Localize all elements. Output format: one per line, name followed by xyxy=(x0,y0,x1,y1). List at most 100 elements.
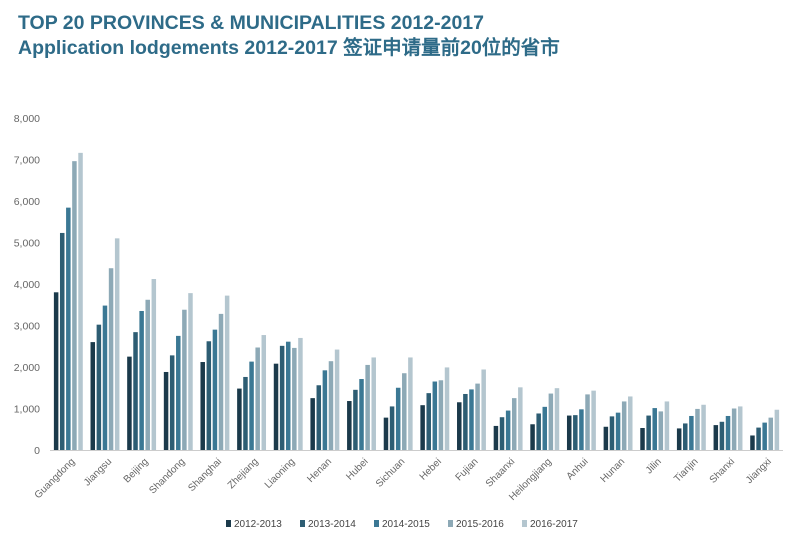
bar-heilongjiang-2016-2017 xyxy=(554,388,560,450)
legend-swatch xyxy=(448,520,453,527)
bar-sichuan-2013-2014 xyxy=(389,406,395,450)
legend-label: 2012-2013 xyxy=(234,519,282,530)
bar-hubei-2013-2014 xyxy=(353,389,358,450)
legend: 2012-2013 2013-2014 2014-2015 2015-2016 2016… xyxy=(226,519,578,530)
bar-jiangsu-2013-2014 xyxy=(96,324,102,450)
bar-hubei-2015-2016 xyxy=(365,364,370,450)
bar-jilin-2016-2017 xyxy=(664,401,670,450)
x-tick-label: Liaoning xyxy=(263,456,298,491)
bar-tianjin-2016-2017 xyxy=(701,404,706,450)
bar-sichuan-2015-2016 xyxy=(402,373,407,450)
bar-shandong-2012-2013 xyxy=(163,371,169,450)
bar-hebei-2013-2014 xyxy=(426,393,431,450)
bar-shaanxi-2012-2013 xyxy=(493,425,499,450)
x-tick-label: Jiangsu xyxy=(82,456,114,488)
bar-hubei-2016-2017 xyxy=(371,357,376,450)
bar-liaoning-2012-2013 xyxy=(273,363,279,450)
bar-shanghai-2015-2016 xyxy=(218,313,224,450)
legend-swatch xyxy=(374,520,379,527)
bar-guangdong-2015-2016 xyxy=(72,161,77,450)
y-axis: 0 1,000 2,000 3,000 4,000 5,000 6,000 7,000 8,00… xyxy=(14,113,40,457)
x-tick-label: Zhejiang xyxy=(226,456,261,491)
bar-hunan-2012-2013 xyxy=(603,426,609,450)
bar-fujian-2016-2017 xyxy=(481,369,486,450)
bar-sichuan-2016-2017 xyxy=(408,357,413,450)
bar-anhui-2013-2014 xyxy=(573,415,578,450)
bar-hunan-2016-2017 xyxy=(628,396,633,450)
bar-beijing-2014-2015 xyxy=(139,310,144,450)
x-tick-label: Jiangxi xyxy=(744,456,774,486)
chart-title: TOP 20 PROVINCES & MUNICIPALITIES 2012-2… xyxy=(18,12,484,34)
bar-shanghai-2013-2014 xyxy=(206,341,212,450)
x-tick-label: Guangdong xyxy=(33,456,78,501)
bar-shandong-2015-2016 xyxy=(182,309,187,450)
x-tick-label: Shaanxi xyxy=(484,456,517,489)
bar-shanxi-2015-2016 xyxy=(731,408,737,450)
bar-anhui-2014-2015 xyxy=(579,409,584,450)
bar-shanxi-2013-2014 xyxy=(719,421,725,450)
bar-henan-2014-2015 xyxy=(322,370,328,450)
bar-tianjin-2014-2015 xyxy=(689,415,694,450)
chart-subtitle: Application lodgements 2012-2017 签证申请量前2… xyxy=(18,37,560,59)
bar-jilin-2012-2013 xyxy=(640,428,645,450)
bar-hebei-2016-2017 xyxy=(444,367,450,450)
x-tick-label: Henan xyxy=(305,456,334,485)
bar-henan-2013-2014 xyxy=(316,385,322,450)
bar-guangdong-2016-2017 xyxy=(78,152,83,451)
bar-jiangxi-2013-2014 xyxy=(756,427,761,450)
bar-shaanxi-2013-2014 xyxy=(499,417,505,450)
legend-label: 2016-2017 xyxy=(530,519,578,530)
x-tick-label: Tianjin xyxy=(672,456,700,484)
bar-jiangxi-2015-2016 xyxy=(768,417,774,450)
legend-label: 2013-2014 xyxy=(308,519,356,530)
bar-jiangsu-2016-2017 xyxy=(114,238,120,450)
bar-zhejiang-2016-2017 xyxy=(261,335,267,450)
bar-henan-2016-2017 xyxy=(334,349,340,450)
bar-hebei-2015-2016 xyxy=(438,380,444,450)
bar-anhui-2016-2017 xyxy=(591,390,596,450)
y-tick-label: 4,000 xyxy=(14,279,40,291)
bar-henan-2015-2016 xyxy=(328,361,334,450)
bar-jilin-2014-2015 xyxy=(652,408,657,450)
bar-fujian-2012-2013 xyxy=(457,402,462,450)
legend-label: 2014-2015 xyxy=(382,519,430,530)
bar-shaanxi-2016-2017 xyxy=(518,387,523,450)
bar-shaanxi-2014-2015 xyxy=(505,410,511,450)
bar-shanxi-2012-2013 xyxy=(713,425,719,450)
legend-swatch xyxy=(226,520,231,527)
bar-zhejiang-2014-2015 xyxy=(249,361,254,450)
x-tick-label: Shanghai xyxy=(186,456,224,494)
bar-hunan-2013-2014 xyxy=(609,416,615,450)
legend-label: 2015-2016 xyxy=(456,519,504,530)
bar-jiangsu-2012-2013 xyxy=(90,342,96,450)
bar-jiangxi-2012-2013 xyxy=(750,435,755,450)
bar-jiangsu-2014-2015 xyxy=(102,305,108,450)
bar-guangdong-2013-2014 xyxy=(59,232,65,450)
x-tick-label: Hubei xyxy=(344,456,370,482)
bar-liaoning-2013-2014 xyxy=(279,345,285,450)
bar-hubei-2012-2013 xyxy=(347,401,352,450)
x-tick-label: Hunan xyxy=(599,456,628,485)
x-tick-label: Anhui xyxy=(565,456,591,482)
bar-tianjin-2015-2016 xyxy=(695,408,700,450)
bar-jiangxi-2016-2017 xyxy=(774,409,780,450)
bar-hunan-2015-2016 xyxy=(621,401,627,450)
bar-sichuan-2014-2015 xyxy=(395,387,401,450)
bar-beijing-2013-2014 xyxy=(133,332,138,450)
bar-tianjin-2012-2013 xyxy=(676,428,682,450)
bar-henan-2012-2013 xyxy=(310,398,315,451)
legend-swatch xyxy=(522,520,527,527)
bar-beijing-2016-2017 xyxy=(151,279,157,450)
bar-heilongjiang-2013-2014 xyxy=(536,413,541,450)
bar-liaoning-2016-2017 xyxy=(298,337,303,450)
x-tick-label: Hebei xyxy=(418,456,444,482)
bar-hubei-2014-2015 xyxy=(359,379,364,450)
bar-shanghai-2014-2015 xyxy=(212,329,218,450)
bar-guangdong-2012-2013 xyxy=(53,292,59,450)
bar-shandong-2013-2014 xyxy=(169,355,175,450)
bar-fujian-2014-2015 xyxy=(469,389,474,450)
bar-heilongjiang-2014-2015 xyxy=(542,406,548,450)
bar-shanxi-2014-2015 xyxy=(725,415,731,450)
